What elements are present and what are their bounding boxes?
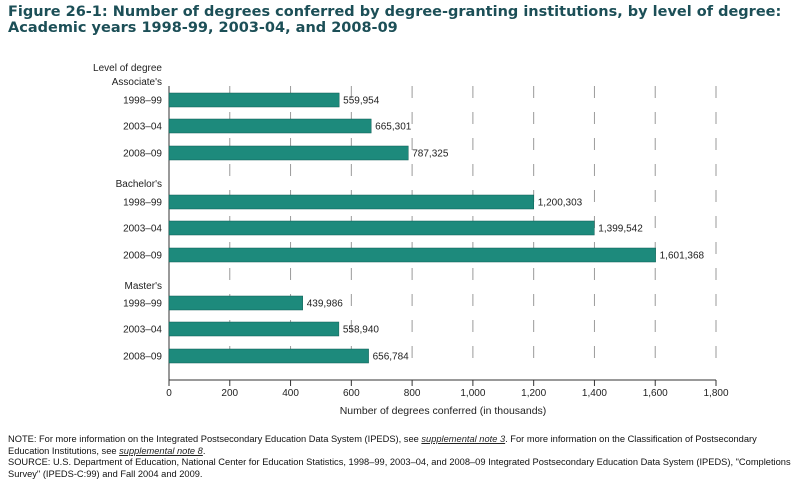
x-tick-label: 800 — [404, 388, 421, 399]
bar-value-label: 665,301 — [375, 122, 412, 133]
year-label: 2003–04 — [123, 224, 162, 235]
bar-chart: 0 200 400 600 800 1,000 1,200 1,400 1,600 1,800 5… — [93, 63, 729, 417]
category-labels: Level of degree Associate's 1998–99 2003–0… — [93, 63, 162, 363]
bar — [168, 348, 369, 364]
bar — [168, 247, 656, 263]
bar — [168, 220, 595, 236]
y-axis-label: Level of degree — [93, 63, 162, 74]
title-line-1: Figure 26-1: Number of degrees conferred… — [8, 4, 782, 20]
year-label: 2008–09 — [123, 251, 162, 262]
note-text: NOTE: For more information on the Integr… — [8, 434, 793, 457]
year-label: 1998–99 — [123, 299, 162, 310]
x-tick-label: 1,600 — [643, 388, 668, 399]
x-tick-label: 1,400 — [582, 388, 607, 399]
x-axis-label: Number of degrees conferred (in thousand… — [340, 405, 547, 417]
bars: 559,954 665,301 787,325 1,200,303 1,399,542 1… — [168, 92, 705, 364]
source-text: SOURCE: U.S. Department of Education, Na… — [8, 457, 791, 480]
note-middle: . For more information on the Classifica… — [8, 434, 757, 456]
bar-value-label: 656,784 — [373, 352, 410, 363]
bar-value-label: 787,325 — [412, 149, 449, 160]
x-tick-label: 0 — [166, 388, 172, 399]
bar-value-label: 1,200,303 — [538, 198, 583, 209]
bar — [168, 295, 303, 311]
supplemental-note-8-link[interactable]: supplemental note 8 — [119, 445, 203, 456]
group-label: Master's — [125, 281, 162, 292]
title-line-2: Academic years 1998-99, 2003-04, and 200… — [8, 20, 398, 36]
supplemental-note-3-link[interactable]: supplemental note 3 — [421, 434, 506, 444]
footnotes: NOTE: For more information on the Integr… — [8, 434, 793, 481]
bar-value-label: 1,399,542 — [598, 224, 643, 235]
group-label: Bachelor's — [116, 179, 162, 190]
bar-value-label: 439,986 — [307, 299, 344, 310]
x-tick-label: 1,000 — [460, 388, 485, 399]
x-tick-label: 200 — [221, 388, 238, 399]
year-label: 2008–09 — [123, 352, 162, 363]
x-tick-label: 400 — [282, 388, 299, 399]
year-label: 1998–99 — [123, 96, 162, 107]
bar — [168, 92, 340, 108]
group-label: Associate's — [112, 77, 162, 88]
bar — [168, 118, 372, 134]
year-label: 1998–99 — [123, 198, 162, 209]
bar — [168, 145, 409, 161]
bar-value-label: 1,601,368 — [660, 251, 705, 262]
x-tick-label: 1,200 — [521, 388, 546, 399]
x-tick-label: 1,800 — [703, 388, 728, 399]
note-prefix: NOTE: For more information on the Integr… — [8, 434, 422, 444]
bar — [168, 194, 535, 210]
year-label: 2008–09 — [123, 149, 162, 160]
bar — [168, 321, 340, 337]
figure-title: Figure 26-1: Number of degrees conferred… — [8, 4, 793, 36]
bar-value-label: 558,940 — [343, 325, 380, 336]
note-end: . — [202, 445, 206, 456]
year-label: 2003–04 — [123, 325, 162, 336]
year-label: 2003–04 — [123, 122, 162, 133]
x-tick-label: 600 — [343, 388, 360, 399]
bar-value-label: 559,954 — [343, 96, 380, 107]
